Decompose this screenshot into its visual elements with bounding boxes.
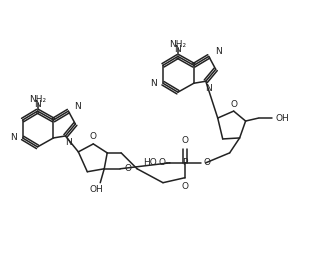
Text: O: O [159,158,166,167]
Text: N: N [65,139,72,148]
Text: N: N [175,45,181,54]
Text: HO: HO [143,158,157,167]
Text: N: N [150,79,157,88]
Text: O: O [124,164,131,173]
Text: N: N [34,100,41,109]
Text: N: N [74,102,81,111]
Text: OH: OH [90,185,103,194]
Text: N: N [205,84,212,93]
Text: O: O [204,158,211,167]
Text: N: N [10,133,17,142]
Text: P: P [182,158,187,167]
Text: OH: OH [275,114,289,123]
Text: O: O [90,132,97,141]
Text: NH₂: NH₂ [29,95,46,104]
Text: O: O [181,182,188,191]
Text: O: O [181,136,188,145]
Text: NH₂: NH₂ [169,40,187,49]
Text: N: N [215,47,222,56]
Text: O: O [230,100,237,109]
